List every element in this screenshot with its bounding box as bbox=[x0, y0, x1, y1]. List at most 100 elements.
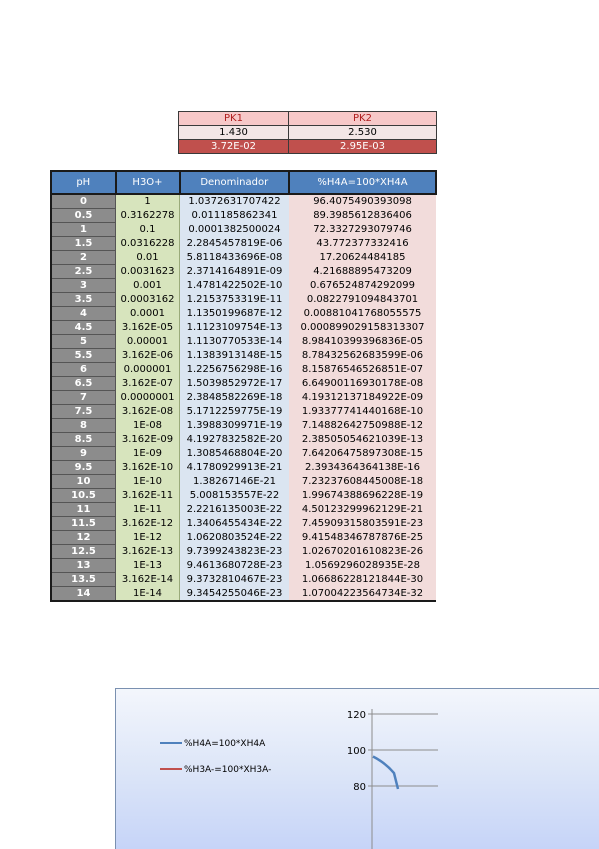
percent-h4a-cell[interactable]: 8.15876546526851E-07 bbox=[289, 362, 436, 377]
denominador-cell[interactable]: 1.2256756298E-16 bbox=[179, 362, 289, 377]
denominador-cell[interactable]: 9.4613680728E-23 bbox=[179, 558, 289, 573]
ph-cell[interactable]: 2 bbox=[50, 250, 116, 265]
h3o-cell[interactable]: 0.3162278 bbox=[115, 208, 180, 223]
denominador-cell[interactable]: 1.0372631707422 bbox=[179, 194, 289, 209]
ph-cell[interactable]: 6 bbox=[50, 362, 116, 377]
h3o-cell[interactable]: 1E-08 bbox=[115, 418, 180, 433]
h3o-cell[interactable]: 3.162E-12 bbox=[115, 516, 180, 531]
ka1-value[interactable]: 3.72E-02 bbox=[178, 139, 289, 154]
percent-h4a-cell[interactable]: 17.20624484185 bbox=[289, 250, 436, 265]
h3o-cell[interactable]: 3.162E-05 bbox=[115, 320, 180, 335]
percent-h4a-cell[interactable]: 1.93377741440168E-10 bbox=[289, 404, 436, 419]
percent-h4a-cell[interactable]: 0.000899029158313307 bbox=[289, 320, 436, 335]
denominador-cell[interactable]: 5.8118433696E-08 bbox=[179, 250, 289, 265]
percent-h4a-cell[interactable]: 0.00881041768055575 bbox=[289, 306, 436, 321]
percent-h4a-cell[interactable]: 2.3934364364138E-16 bbox=[289, 460, 436, 475]
percent-h4a-cell[interactable]: 1.06686228121844E-30 bbox=[289, 572, 436, 587]
denominador-cell[interactable]: 1.1130770533E-14 bbox=[179, 334, 289, 349]
percent-h4a-cell[interactable]: 4.19312137184922E-09 bbox=[289, 390, 436, 405]
denominador-cell[interactable]: 1.4781422502E-10 bbox=[179, 278, 289, 293]
h3o-cell[interactable]: 3.162E-06 bbox=[115, 348, 180, 363]
percent-h4a-cell[interactable]: 4.50123299962129E-21 bbox=[289, 502, 436, 517]
h3o-cell[interactable]: 0.0001 bbox=[115, 306, 180, 321]
percent-h4a-cell[interactable]: 6.64900116930178E-08 bbox=[289, 376, 436, 391]
ph-cell[interactable]: 7 bbox=[50, 390, 116, 405]
h3o-cell[interactable]: 0.0000001 bbox=[115, 390, 180, 405]
ph-cell[interactable]: 12 bbox=[50, 530, 116, 545]
chart-legend[interactable]: %H4A=100*XH4A %H3A-=100*XH3A- bbox=[160, 739, 271, 775]
denominador-cell[interactable]: 4.1927832582E-20 bbox=[179, 432, 289, 447]
ph-cell[interactable]: 3.5 bbox=[50, 292, 116, 307]
denominador-cell[interactable]: 9.3732810467E-23 bbox=[179, 572, 289, 587]
h3o-cell[interactable]: 3.162E-07 bbox=[115, 376, 180, 391]
percent-h4a-cell[interactable]: 1.07004223564734E-32 bbox=[289, 586, 436, 602]
denominador-cell[interactable]: 1.5039852972E-17 bbox=[179, 376, 289, 391]
h3o-cell[interactable]: 1E-12 bbox=[115, 530, 180, 545]
percent-h4a-cell[interactable]: 7.45909315803591E-23 bbox=[289, 516, 436, 531]
h3o-cell[interactable]: 0.000001 bbox=[115, 362, 180, 377]
percent-h4a-cell[interactable]: 4.21688895473209 bbox=[289, 264, 436, 279]
denominador-cell[interactable]: 2.2216135003E-22 bbox=[179, 502, 289, 517]
percent-h4a-cell[interactable]: 72.3327293079746 bbox=[289, 222, 436, 237]
h3o-cell[interactable]: 1E-10 bbox=[115, 474, 180, 489]
percent-h4a-cell[interactable]: 96.4075490393098 bbox=[289, 194, 436, 209]
percent-h4a-cell[interactable]: 1.99674388696228E-19 bbox=[289, 488, 436, 503]
denominador-cell[interactable]: 1.3988309971E-19 bbox=[179, 418, 289, 433]
ph-cell[interactable]: 6.5 bbox=[50, 376, 116, 391]
ph-cell[interactable]: 9 bbox=[50, 446, 116, 461]
ph-cell[interactable]: 1 bbox=[50, 222, 116, 237]
h3o-cell[interactable]: 3.162E-13 bbox=[115, 544, 180, 559]
percent-h4a-cell[interactable]: 8.78432562683599E-06 bbox=[289, 348, 436, 363]
ph-cell[interactable]: 3 bbox=[50, 278, 116, 293]
h3o-cell[interactable]: 1 bbox=[115, 194, 180, 209]
ph-cell[interactable]: 5 bbox=[50, 334, 116, 349]
h3o-cell[interactable]: 3.162E-11 bbox=[115, 488, 180, 503]
h3o-cell[interactable]: 0.0003162 bbox=[115, 292, 180, 307]
denominador-cell[interactable]: 9.7399243823E-23 bbox=[179, 544, 289, 559]
denominador-cell[interactable]: 1.38267146E-21 bbox=[179, 474, 289, 489]
h3o-cell[interactable]: 1E-09 bbox=[115, 446, 180, 461]
ph-cell[interactable]: 0 bbox=[50, 193, 116, 209]
ph-cell[interactable]: 11.5 bbox=[50, 516, 116, 531]
denominador-cell[interactable]: 1.2153753319E-11 bbox=[179, 292, 289, 307]
percent-h4a-cell[interactable]: 2.38505054621039E-13 bbox=[289, 432, 436, 447]
h3o-column-header[interactable]: H3O+ bbox=[114, 170, 181, 195]
ph-cell[interactable]: 2.5 bbox=[50, 264, 116, 279]
denominador-cell[interactable]: 1.0620803524E-22 bbox=[179, 530, 289, 545]
pk1-header[interactable]: PK1 bbox=[178, 111, 289, 126]
h3o-cell[interactable]: 0.0031623 bbox=[115, 264, 180, 279]
h3o-cell[interactable]: 3.162E-08 bbox=[115, 404, 180, 419]
denominador-cell[interactable]: 2.2845457819E-06 bbox=[179, 236, 289, 251]
ph-cell[interactable]: 8.5 bbox=[50, 432, 116, 447]
h3o-cell[interactable]: 0.01 bbox=[115, 250, 180, 265]
h3o-cell[interactable]: 1E-14 bbox=[115, 586, 180, 602]
ph-cell[interactable]: 9.5 bbox=[50, 460, 116, 475]
denominador-column-header[interactable]: Denominador bbox=[178, 170, 290, 195]
percent-h4a-cell[interactable]: 1.02670201610823E-26 bbox=[289, 544, 436, 559]
denominador-cell[interactable]: 1.3085468804E-20 bbox=[179, 446, 289, 461]
denominador-cell[interactable]: 5.008153557E-22 bbox=[179, 488, 289, 503]
h3o-cell[interactable]: 3.162E-14 bbox=[115, 572, 180, 587]
ph-cell[interactable]: 14 bbox=[50, 586, 116, 602]
h3o-cell[interactable]: 1E-13 bbox=[115, 558, 180, 573]
percent-h4a-cell[interactable]: 9.41548346787876E-25 bbox=[289, 530, 436, 545]
denominador-cell[interactable]: 2.3714164891E-09 bbox=[179, 264, 289, 279]
ph-cell[interactable]: 0.5 bbox=[50, 208, 116, 223]
ph-cell[interactable]: 12.5 bbox=[50, 544, 116, 559]
denominador-cell[interactable]: 0.0001382500024 bbox=[179, 222, 289, 237]
ph-cell[interactable]: 13.5 bbox=[50, 572, 116, 587]
ph-cell[interactable]: 5.5 bbox=[50, 348, 116, 363]
ph-cell[interactable]: 1.5 bbox=[50, 236, 116, 251]
ka2-value[interactable]: 2.95E-03 bbox=[288, 139, 437, 154]
h3o-cell[interactable]: 1E-11 bbox=[115, 502, 180, 517]
ph-cell[interactable]: 4 bbox=[50, 306, 116, 321]
percent-h4a-cell[interactable]: 43.772377332416 bbox=[289, 236, 436, 251]
ph-cell[interactable]: 10.5 bbox=[50, 488, 116, 503]
denominador-cell[interactable]: 9.3454255046E-23 bbox=[179, 586, 289, 602]
h3o-cell[interactable]: 0.0316228 bbox=[115, 236, 180, 251]
denominador-cell[interactable]: 1.1123109754E-13 bbox=[179, 320, 289, 335]
percent-h4a-cell[interactable]: 0.0822791094843701 bbox=[289, 292, 436, 307]
percent-h4a-cell[interactable]: 89.3985612836406 bbox=[289, 208, 436, 223]
denominador-cell[interactable]: 5.1712259775E-19 bbox=[179, 404, 289, 419]
h3o-cell[interactable]: 3.162E-09 bbox=[115, 432, 180, 447]
